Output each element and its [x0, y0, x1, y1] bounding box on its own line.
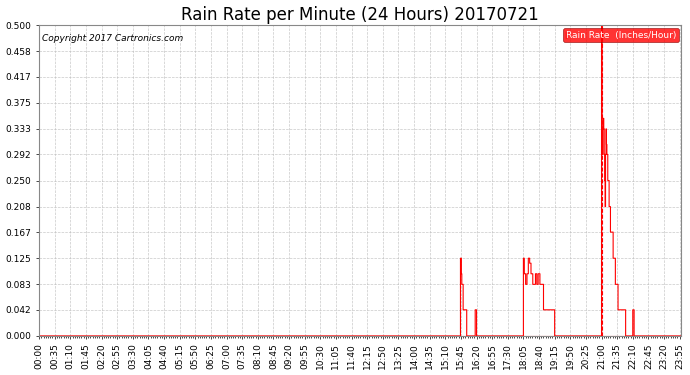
Text: Copyright 2017 Cartronics.com: Copyright 2017 Cartronics.com [42, 34, 184, 44]
Legend: Rain Rate  (Inches/Hour): Rain Rate (Inches/Hour) [563, 28, 679, 42]
Title: Rain Rate per Minute (24 Hours) 20170721: Rain Rate per Minute (24 Hours) 20170721 [181, 6, 539, 24]
